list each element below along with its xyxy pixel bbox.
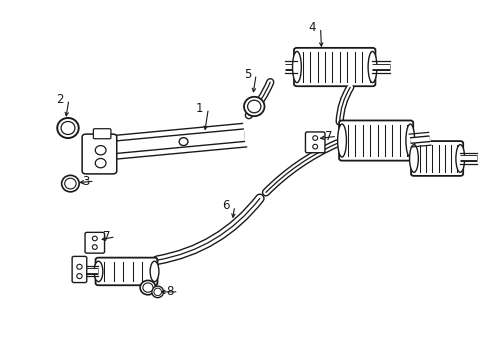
Ellipse shape: [312, 136, 317, 140]
Text: 3: 3: [82, 175, 89, 188]
Text: 6: 6: [222, 199, 229, 212]
Ellipse shape: [405, 124, 414, 157]
Text: 1: 1: [196, 102, 203, 115]
Ellipse shape: [367, 51, 376, 83]
FancyBboxPatch shape: [82, 134, 117, 174]
Ellipse shape: [247, 100, 261, 113]
Ellipse shape: [95, 145, 106, 155]
Ellipse shape: [61, 175, 79, 192]
Ellipse shape: [61, 121, 75, 135]
Ellipse shape: [92, 245, 97, 249]
FancyBboxPatch shape: [93, 129, 111, 139]
Ellipse shape: [140, 280, 156, 295]
Ellipse shape: [292, 51, 301, 83]
FancyBboxPatch shape: [293, 48, 375, 86]
Ellipse shape: [152, 286, 163, 298]
FancyBboxPatch shape: [305, 132, 325, 153]
Ellipse shape: [77, 274, 82, 279]
Text: 7: 7: [324, 130, 331, 143]
Ellipse shape: [92, 236, 97, 241]
Ellipse shape: [142, 283, 153, 292]
Ellipse shape: [337, 124, 346, 157]
Ellipse shape: [150, 261, 159, 282]
Ellipse shape: [94, 261, 102, 282]
Text: 4: 4: [307, 21, 315, 34]
Ellipse shape: [154, 288, 161, 296]
Ellipse shape: [409, 145, 417, 172]
Text: 5: 5: [243, 68, 251, 81]
FancyBboxPatch shape: [85, 232, 104, 253]
FancyBboxPatch shape: [410, 141, 462, 176]
Ellipse shape: [179, 138, 187, 145]
Ellipse shape: [64, 178, 76, 189]
Ellipse shape: [312, 144, 317, 149]
FancyBboxPatch shape: [72, 256, 86, 283]
Text: 8: 8: [166, 285, 173, 298]
FancyBboxPatch shape: [95, 258, 157, 285]
Ellipse shape: [455, 145, 464, 172]
Ellipse shape: [77, 264, 82, 269]
Text: 7: 7: [103, 230, 110, 243]
Ellipse shape: [95, 158, 106, 168]
Ellipse shape: [57, 118, 79, 138]
Ellipse shape: [244, 97, 264, 116]
FancyBboxPatch shape: [338, 121, 412, 161]
Text: 2: 2: [56, 93, 64, 106]
